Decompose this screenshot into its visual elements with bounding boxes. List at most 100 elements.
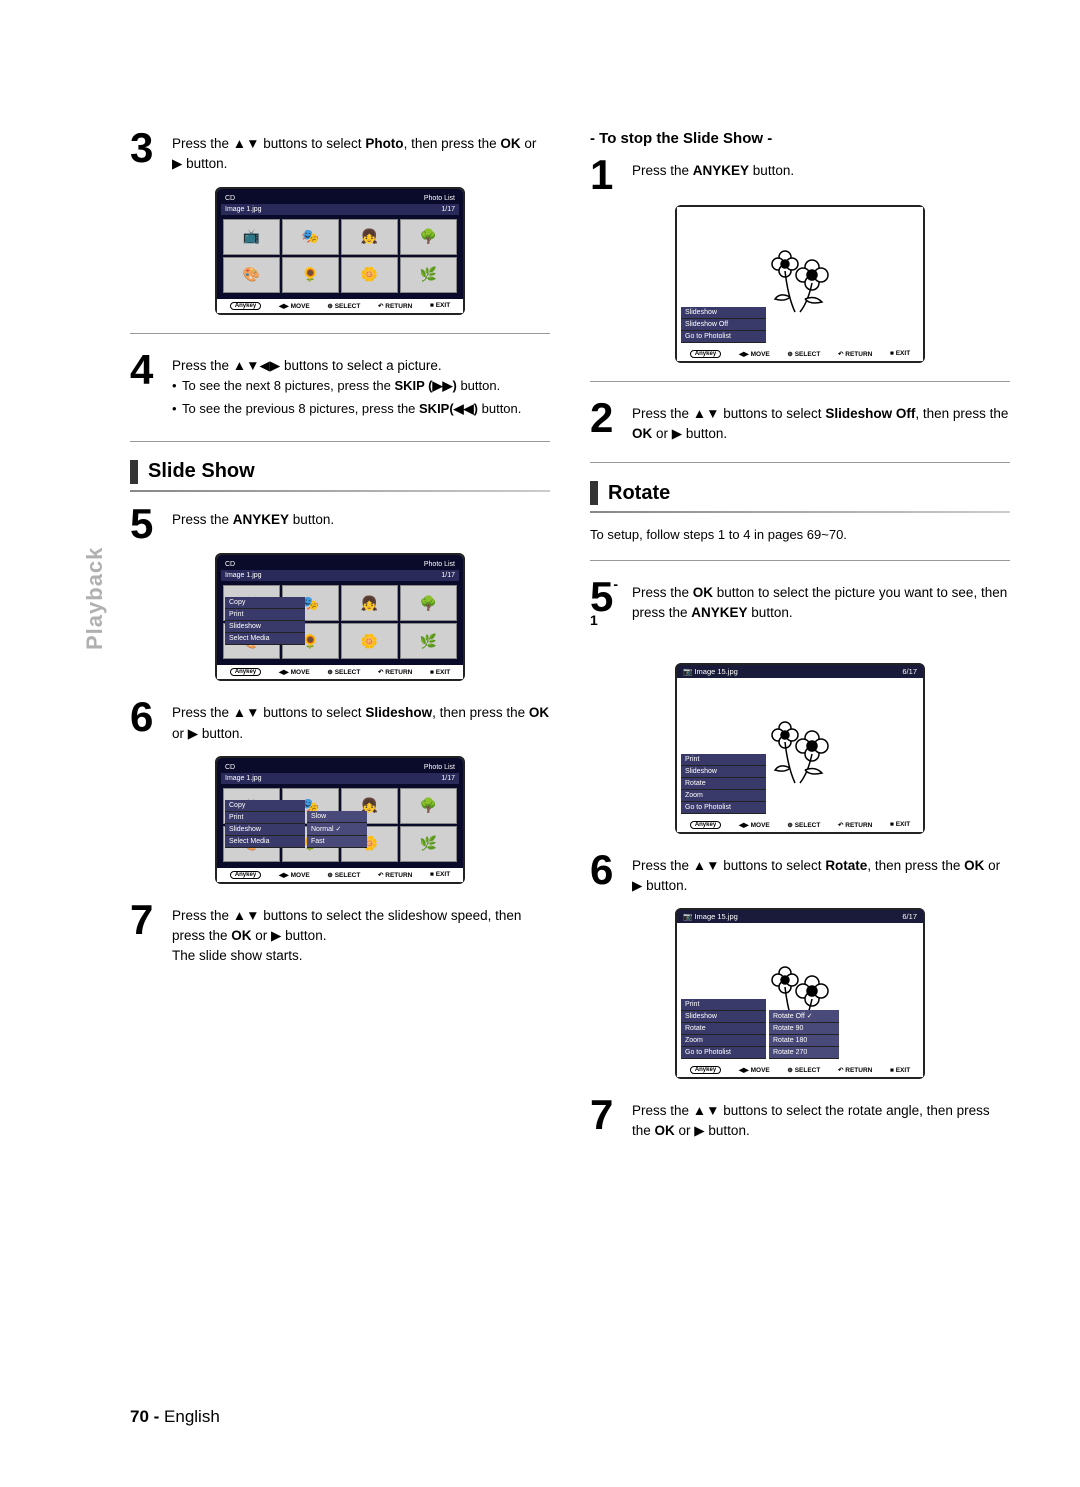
ss-title-right: Photo List — [424, 561, 455, 568]
submenu-item: Rotate 90 — [769, 1023, 839, 1035]
f: ■ EXIT — [430, 871, 450, 878]
bullet: To see the next 8 pictures, press the SK… — [172, 376, 521, 396]
step-number: 7 — [590, 1097, 622, 1133]
anykey-badge: Anykey — [230, 302, 261, 310]
f: ⊕ SELECT — [327, 302, 360, 310]
menu-item: Go to Photolist — [681, 331, 766, 343]
thumb: 🌻 — [282, 257, 339, 293]
menu-item: Select Media — [225, 633, 305, 645]
menu-item: Print — [225, 609, 305, 621]
submenu-item: Normal — [307, 823, 367, 836]
ss-title-left: CD — [225, 561, 235, 568]
step-text: Press the ANYKEY button. — [172, 506, 334, 530]
step-number: 4 — [130, 352, 162, 388]
anykey-badge: Anykey — [690, 1066, 721, 1074]
f: ■ EXIT — [890, 821, 910, 828]
step-number: 6 — [590, 852, 622, 888]
anykey-badge: Anykey — [690, 350, 721, 358]
ss-title-left: CD — [225, 764, 235, 771]
bullet: To see the previous 8 pictures, press th… — [172, 399, 521, 419]
divider — [590, 462, 1010, 463]
thumb: 🌳 — [400, 219, 457, 255]
thumb: 🌼 — [341, 257, 398, 293]
ss-title-left: CD — [225, 195, 235, 202]
context-menu: Print Slideshow Rotate Zoom Go to Photol… — [681, 754, 766, 814]
t: OK — [500, 136, 520, 151]
f: ■ EXIT — [890, 350, 910, 357]
setup-note: To setup, follow steps 1 to 4 in pages 6… — [590, 527, 1010, 542]
f: ↶ RETURN — [838, 1066, 872, 1074]
step-4: 4 Press the ▲▼◀▶ buttons to select a pic… — [130, 352, 550, 423]
divider — [590, 511, 1010, 513]
menu-item: Slideshow — [225, 621, 305, 633]
thumb: 📺 — [223, 219, 280, 255]
f: ◀▶ MOVE — [279, 668, 310, 676]
thumb: 🌳 — [400, 788, 457, 824]
step-number: 2 — [590, 400, 622, 436]
context-menu: Copy Print Slideshow Select Media — [225, 800, 305, 848]
submenu-item: Fast — [307, 836, 367, 848]
menu-item: Go to Photolist — [681, 1047, 766, 1059]
menu-item: Select Media — [225, 836, 305, 848]
t: The slide show starts. — [172, 946, 550, 966]
thumb: 🌿 — [400, 623, 457, 659]
thumb: 🌳 — [400, 585, 457, 621]
screenshot-flower-2: 📷 Image 15.jpg 6/17 Print Slideshow Rota… — [675, 663, 925, 834]
context-menu: Copy Print Slideshow Select Media — [225, 597, 305, 645]
menu-item: Slideshow — [225, 824, 305, 836]
left-column: 3 Press the ▲▼ buttons to select Photo, … — [130, 130, 550, 1154]
thumb: 🌿 — [400, 257, 457, 293]
menu-item: Zoom — [681, 790, 766, 802]
section-title: Rotate — [608, 482, 670, 505]
ss-sub-right: 1/17 — [441, 572, 455, 579]
menu-item: Slideshow — [681, 307, 766, 319]
section-slideshow: Slide Show — [130, 460, 550, 484]
ss-title-right: Photo List — [424, 764, 455, 771]
f: ⊕ SELECT — [787, 350, 820, 358]
f: ■ EXIT — [890, 1067, 910, 1074]
t: Photo — [365, 136, 403, 151]
anykey-badge: Anykey — [230, 871, 261, 879]
divider — [130, 333, 550, 334]
step-2-stop: 2 Press the ▲▼ buttons to select Slidesh… — [590, 400, 1010, 445]
step-5-rotate: 5-1 Press the OK button to select the pi… — [590, 579, 1010, 650]
menu-item: Zoom — [681, 1035, 766, 1047]
right-column: - To stop the Slide Show - 1 Press the A… — [590, 130, 1010, 1154]
f: ↶ RETURN — [378, 871, 412, 879]
thumb: 👧 — [341, 219, 398, 255]
f: ⊕ SELECT — [787, 821, 820, 829]
step-text: Press the ▲▼ buttons to select the slide… — [172, 902, 550, 967]
step-3: 3 Press the ▲▼ buttons to select Photo, … — [130, 130, 550, 175]
ss-sub-left: Image 1.jpg — [225, 206, 262, 213]
thumb: 🎨 — [223, 257, 280, 293]
submenu-item: Rotate 270 — [769, 1047, 839, 1059]
step-number: 3 — [130, 130, 162, 166]
context-submenu: Rotate Off Rotate 90 Rotate 180 Rotate 2… — [769, 1010, 839, 1059]
ss-title-right: Photo List — [424, 195, 455, 202]
anykey-badge: Anykey — [690, 821, 721, 829]
t: , then press the — [404, 136, 501, 151]
subheading-stop-slideshow: - To stop the Slide Show - — [590, 130, 1010, 147]
f: ■ EXIT — [430, 302, 450, 309]
fb-header-left: 📷 Image 15.jpg — [683, 912, 738, 921]
step-text: Press the OK button to select the pictur… — [632, 579, 1010, 624]
thumb: 🌼 — [341, 623, 398, 659]
step-text: Press the ▲▼◀▶ buttons to select a pictu… — [172, 352, 521, 423]
divider — [590, 381, 1010, 382]
screenshot-photolist-submenu: CD Photo List Image 1.jpg 1/17 📺 🎭 👧 🌳 🎨… — [215, 756, 465, 884]
submenu-item: Rotate Off — [769, 1010, 839, 1023]
menu-item: Slideshow — [681, 766, 766, 778]
step-7: 7 Press the ▲▼ buttons to select the sli… — [130, 902, 550, 967]
menu-item: Slideshow — [681, 1011, 766, 1023]
page-number: 70 - English — [130, 1407, 220, 1427]
step-number: 7 — [130, 902, 162, 938]
f: ↶ RETURN — [838, 821, 872, 829]
menu-item: Rotate — [681, 1023, 766, 1035]
step-number: 6 — [130, 699, 162, 735]
f: ◀▶ MOVE — [739, 350, 770, 358]
screenshot-flower-3: 📷 Image 15.jpg 6/17 Print Slideshow Rota… — [675, 908, 925, 1079]
step-text: Press the ▲▼ buttons to select Slideshow… — [632, 400, 1010, 445]
divider — [130, 490, 550, 492]
submenu-item: Slow — [307, 811, 367, 823]
f: ◀▶ MOVE — [739, 821, 770, 829]
